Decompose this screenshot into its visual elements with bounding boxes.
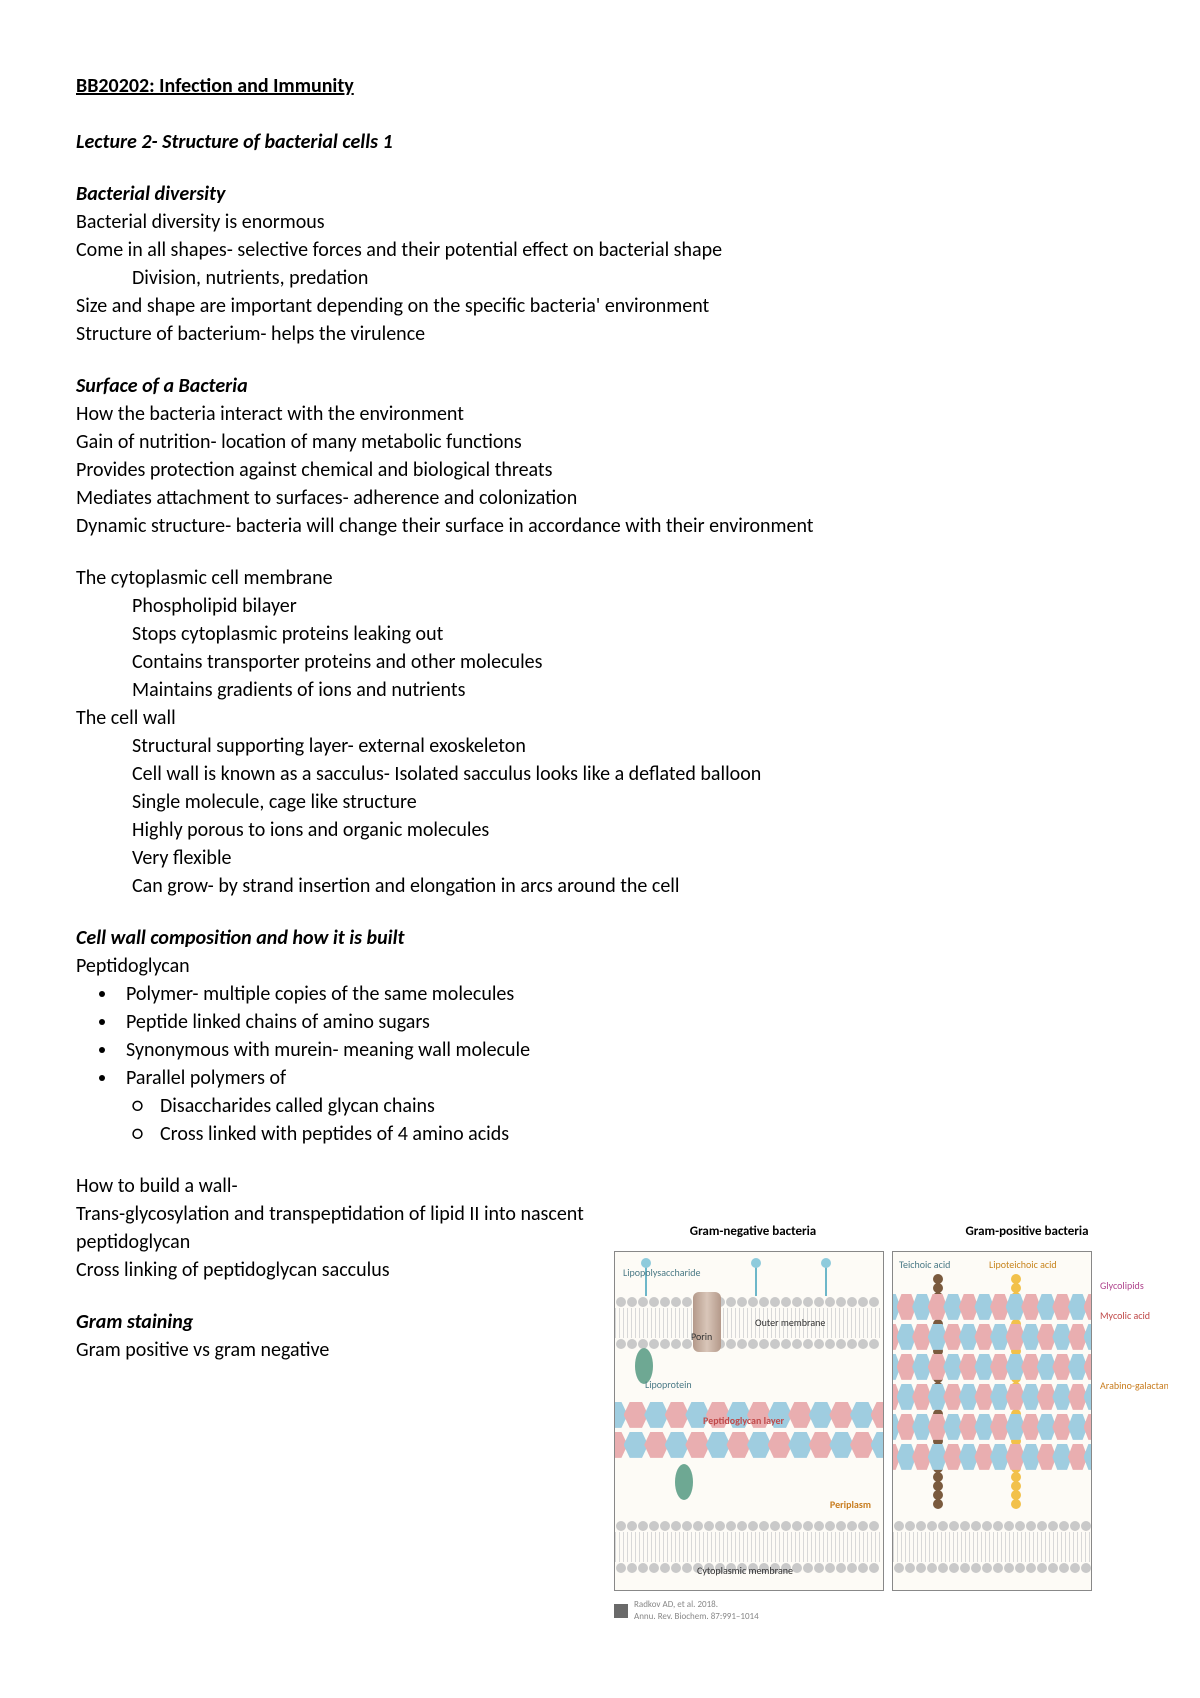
body-line-indent: Stops cytoplasmic proteins leaking out: [76, 620, 1124, 648]
pg-row: [892, 1412, 1092, 1442]
bullet-list: Polymer- multiple copies of the same mol…: [76, 980, 1124, 1092]
label-mycolic: Mycolic acid: [1100, 1309, 1150, 1323]
body-line: Provides protection against chemical and…: [76, 456, 1124, 484]
section-cell-wall: The cell wall Structural supporting laye…: [76, 704, 1124, 900]
figure-citation: Radkov AD, et al. 2018. Annu. Rev. Bioch…: [614, 1599, 1174, 1624]
body-line-indent: Highly porous to ions and organic molecu…: [76, 816, 1124, 844]
bacteria-diagram: Gram-negative bacteria Gram-positive bac…: [614, 1223, 1174, 1624]
body-line-indent: Contains transporter proteins and other …: [76, 648, 1124, 676]
panel-gram-positive: Teichoic acid Lipoteichoic acid: [892, 1251, 1092, 1591]
section-plain-head: The cytoplasmic cell membrane: [76, 564, 1124, 592]
section-build-wall: How to build a wall- Trans-glycosylation…: [76, 1172, 636, 1284]
label-outer-membrane: Outer membrane: [755, 1316, 825, 1330]
pg-row: [614, 1430, 884, 1460]
section-head: Cell wall composition and how it is buil…: [76, 924, 1124, 952]
membrane-hatch: [893, 1532, 1091, 1562]
body-line: Peptidoglycan: [76, 952, 1124, 980]
sub-bullet-text: Cross linked with peptides of 4 amino ac…: [160, 1122, 509, 1146]
diagram-title-a: Gram-negative bacteria: [614, 1223, 892, 1241]
membrane-row: [893, 1520, 1091, 1532]
pg-row: [892, 1382, 1092, 1412]
sub-bullet-list: Disaccharides called glycan chains Cross…: [76, 1092, 1124, 1148]
label-teichoic: Teichoic acid: [899, 1258, 950, 1272]
citation-icon: [614, 1604, 628, 1618]
bullet-item: Peptide linked chains of amino sugars: [118, 1008, 1124, 1036]
pg-row: [892, 1442, 1092, 1472]
membrane-row: [615, 1296, 883, 1308]
body-line: Bacterial diversity is enormous: [76, 208, 1124, 236]
label-lipoteichoic: Lipoteichoic acid: [989, 1258, 1057, 1272]
section-head: Bacterial diversity: [76, 180, 1124, 208]
citation-line: Annu. Rev. Biochem. 87:991–1014: [634, 1611, 759, 1624]
membrane-row: [893, 1562, 1091, 1574]
body-line: Mediates attachment to surfaces- adheren…: [76, 484, 1124, 512]
diagram-title-b: Gram-positive bacteria: [892, 1223, 1162, 1241]
body-line: Structure of bacterium- helps the virule…: [76, 320, 1124, 348]
section-cyto-membrane: The cytoplasmic cell membrane Phospholip…: [76, 564, 1124, 704]
label-arabinogalactan: Arabino-galactan: [1100, 1379, 1168, 1393]
body-line-indent: Maintains gradients of ions and nutrient…: [76, 676, 1124, 704]
sub-bullet-item: Cross linked with peptides of 4 amino ac…: [132, 1120, 552, 1148]
bullet-item: Polymer- multiple copies of the same mol…: [118, 980, 1124, 1008]
body-line-indent: Division, nutrients, predation: [76, 264, 1124, 292]
body-line-indent: Phospholipid bilayer: [76, 592, 1124, 620]
citation-line: Radkov AD, et al. 2018.: [634, 1599, 759, 1612]
diagram-panels: Lipopolysaccharide Porin Outer membrane …: [614, 1251, 1174, 1591]
pg-row: [892, 1352, 1092, 1382]
membrane-row: [615, 1520, 883, 1532]
body-line: How to build a wall-: [76, 1172, 636, 1200]
pg-row: [892, 1292, 1092, 1322]
sub-bullet-item: Disaccharides called glycan chains: [132, 1092, 1124, 1120]
body-line-indent: Very flexible: [76, 844, 1124, 872]
body-line: Come in all shapes- selective forces and…: [76, 236, 1124, 264]
body-line: Cross linking of peptidoglycan sacculus: [76, 1256, 636, 1284]
section-composition: Cell wall composition and how it is buil…: [76, 924, 1124, 1148]
diagram-titles: Gram-negative bacteria Gram-positive bac…: [614, 1223, 1174, 1241]
body-line-indent: Structural supporting layer- external ex…: [76, 732, 1124, 760]
pg-row: [892, 1322, 1092, 1352]
course-title: BB20202: Infection and Immunity: [76, 72, 1124, 100]
membrane-row: [615, 1338, 883, 1350]
lps-icon: [825, 1264, 827, 1296]
label-lps: Lipopolysaccharide: [623, 1266, 701, 1280]
membrane-hatch: [615, 1308, 883, 1338]
label-cytoplasmic-membrane: Cytoplasmic membrane: [697, 1564, 793, 1578]
bullet-item: Parallel polymers of: [118, 1064, 1124, 1092]
body-line: How the bacteria interact with the envir…: [76, 400, 1124, 428]
section-plain-head: The cell wall: [76, 704, 1124, 732]
body-line-indent: Cell wall is known as a sacculus- Isolat…: [76, 760, 1124, 788]
section-surface: Surface of a Bacteria How the bacteria i…: [76, 372, 1124, 540]
lipoprotein-icon: [675, 1464, 693, 1500]
label-lipoprotein: Lipoprotein: [645, 1378, 692, 1392]
lecture-subtitle: Lecture 2- Structure of bacterial cells …: [76, 128, 1124, 156]
section-head: Surface of a Bacteria: [76, 372, 1124, 400]
body-line: Trans-glycosylation and transpeptidation…: [76, 1200, 636, 1256]
panel-side-labels: Glycolipids Mycolic acid Arabino-galacta…: [1100, 1251, 1168, 1591]
lps-icon: [755, 1264, 757, 1296]
sub-bullet-text: Disaccharides called glycan chains: [160, 1094, 435, 1118]
body-line: Size and shape are important depending o…: [76, 292, 1124, 320]
label-peptidoglycan: Peptidoglycan layer: [703, 1414, 784, 1428]
label-glycolipids: Glycolipids: [1100, 1279, 1144, 1293]
membrane-hatch: [615, 1532, 883, 1562]
label-periplasm: Periplasm: [830, 1498, 871, 1512]
body-line: Gain of nutrition- location of many meta…: [76, 428, 1124, 456]
section-bacterial-diversity: Bacterial diversity Bacterial diversity …: [76, 180, 1124, 348]
panel-gram-negative: Lipopolysaccharide Porin Outer membrane …: [614, 1251, 884, 1591]
body-line: Dynamic structure- bacteria will change …: [76, 512, 1124, 540]
body-line-indent: Single molecule, cage like structure: [76, 788, 1124, 816]
label-porin: Porin: [691, 1330, 712, 1344]
body-line-indent: Can grow- by strand insertion and elonga…: [76, 872, 1124, 900]
bullet-item: Synonymous with murein- meaning wall mol…: [118, 1036, 1124, 1064]
